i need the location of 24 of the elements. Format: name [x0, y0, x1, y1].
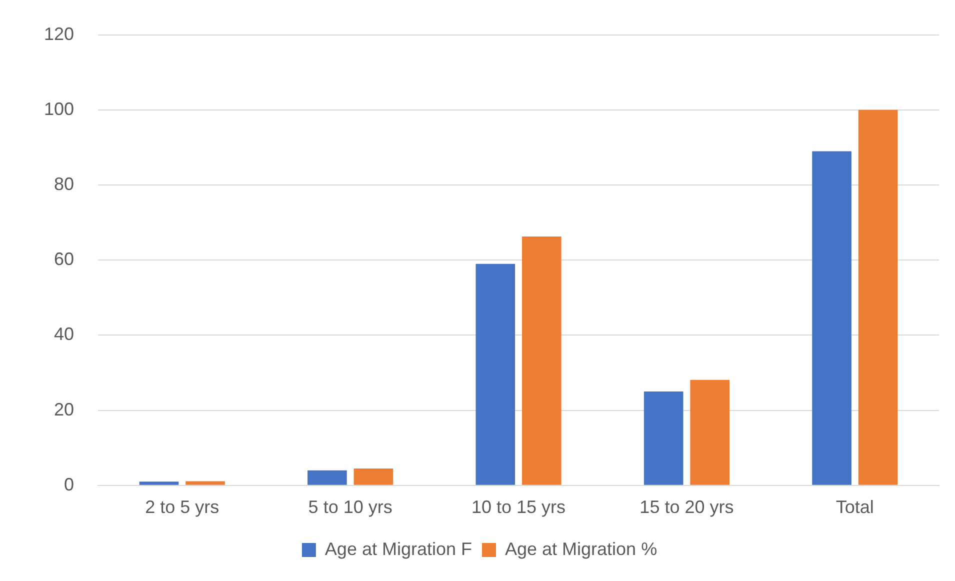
x-tick-label: Total	[836, 497, 874, 518]
x-tick-label: 15 to 20 yrs	[640, 497, 734, 518]
bar	[812, 151, 852, 485]
y-tick-label: 120	[44, 24, 74, 44]
bar	[522, 236, 562, 485]
legend-label: Age at Migration %	[504, 538, 658, 559]
x-tick-label: 10 to 15 yrs	[471, 497, 566, 518]
bar	[186, 481, 225, 485]
bar	[308, 470, 347, 485]
bar	[476, 264, 516, 485]
y-tick-label: 40	[54, 324, 74, 344]
x-tick-label: 5 to 10 yrs	[308, 497, 392, 518]
bar	[690, 380, 730, 485]
y-tick-label: 20	[54, 399, 74, 420]
bar	[858, 110, 898, 485]
y-tick-label: 100	[44, 98, 74, 119]
bar	[644, 392, 684, 485]
bar	[139, 482, 179, 485]
y-tick-label: 80	[54, 174, 74, 194]
legend-label: Age at Migration F	[324, 538, 472, 559]
x-tick-label: 2 to 5 yrs	[145, 497, 220, 518]
bar	[354, 468, 394, 485]
y-tick-label: 60	[54, 249, 74, 270]
y-tick-label: 0	[64, 474, 74, 494]
